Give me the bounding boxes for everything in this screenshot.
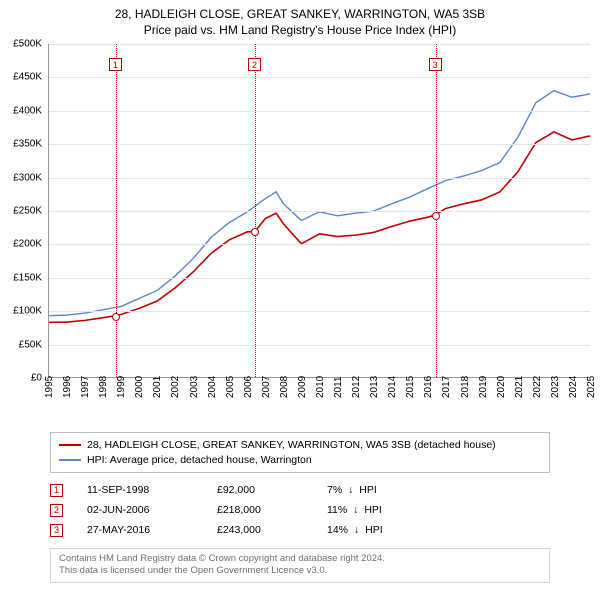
gridline	[49, 77, 590, 78]
y-tick-label: £400K	[13, 105, 42, 116]
series-hpi	[49, 91, 590, 316]
series-property	[49, 132, 590, 322]
legend-row: 28, HADLEIGH CLOSE, GREAT SANKEY, WARRIN…	[59, 438, 541, 453]
x-tick-label: 2002	[170, 376, 181, 398]
y-tick-label: £0	[31, 373, 42, 384]
marker-vline	[436, 44, 437, 377]
footer-line: Contains HM Land Registry data © Crown c…	[59, 553, 541, 565]
y-tick-label: £100K	[13, 306, 42, 317]
tx-date: 02-JUN-2006	[87, 504, 217, 516]
transaction-row: 2 02-JUN-2006£218,00011% ↓ HPI	[50, 500, 550, 520]
x-tick-label: 2019	[478, 376, 489, 398]
x-tick-label: 2012	[351, 376, 362, 398]
tx-index-box: 3	[50, 524, 63, 537]
x-tick-label: 1998	[98, 376, 109, 398]
x-tick-label: 2006	[243, 376, 254, 398]
gridline	[49, 144, 590, 145]
marker-dot	[432, 212, 440, 220]
tx-diff: 7% ↓ HPI	[327, 484, 437, 496]
x-tick-label: 2004	[207, 376, 218, 398]
y-tick-label: £300K	[13, 172, 42, 183]
y-axis-labels: £0£50K£100K£150K£200K£250K£300K£350K£400…	[0, 40, 44, 380]
title-line-1: 28, HADLEIGH CLOSE, GREAT SANKEY, WARRIN…	[0, 6, 600, 22]
x-axis-labels: 1995199619971998199920002001200220032004…	[48, 380, 590, 416]
transaction-row: 3 27-MAY-2016£243,00014% ↓ HPI	[50, 520, 550, 540]
chart-title-block: 28, HADLEIGH CLOSE, GREAT SANKEY, WARRIN…	[0, 0, 600, 38]
x-tick-label: 1996	[62, 376, 73, 398]
gridline	[49, 44, 590, 45]
x-tick-label: 2008	[279, 376, 290, 398]
footer-attribution: Contains HM Land Registry data © Crown c…	[50, 548, 550, 583]
down-arrow-icon: ↓	[354, 524, 359, 536]
y-tick-label: £500K	[13, 39, 42, 50]
x-tick-label: 2017	[441, 376, 452, 398]
gridline	[49, 311, 590, 312]
x-tick-label: 2014	[387, 376, 398, 398]
y-tick-label: £150K	[13, 272, 42, 283]
title-line-2: Price paid vs. HM Land Registry's House …	[0, 22, 600, 38]
gridline	[49, 244, 590, 245]
marker-index-box: 1	[109, 58, 122, 71]
x-tick-label: 2018	[460, 376, 471, 398]
x-tick-label: 2015	[405, 376, 416, 398]
x-tick-label: 1999	[116, 376, 127, 398]
y-tick-label: £200K	[13, 239, 42, 250]
tx-date: 11-SEP-1998	[87, 484, 217, 496]
x-tick-label: 2024	[568, 376, 579, 398]
legend-label: 28, HADLEIGH CLOSE, GREAT SANKEY, WARRIN…	[87, 438, 496, 453]
plot-region: 1 2 3	[48, 44, 590, 378]
x-tick-label: 2000	[134, 376, 145, 398]
y-tick-label: £450K	[13, 72, 42, 83]
y-tick-label: £250K	[13, 206, 42, 217]
y-tick-label: £350K	[13, 139, 42, 150]
down-arrow-icon: ↓	[348, 484, 353, 496]
legend-swatch	[59, 444, 81, 446]
down-arrow-icon: ↓	[353, 504, 358, 516]
tx-diff: 14% ↓ HPI	[327, 524, 437, 536]
x-tick-label: 1997	[80, 376, 91, 398]
x-tick-label: 1995	[44, 376, 55, 398]
x-tick-label: 2010	[315, 376, 326, 398]
gridline	[49, 345, 590, 346]
legend-label: HPI: Average price, detached house, Warr…	[87, 453, 312, 468]
x-tick-label: 2022	[532, 376, 543, 398]
x-tick-label: 2016	[423, 376, 434, 398]
tx-date: 27-MAY-2016	[87, 524, 217, 536]
x-tick-label: 2023	[550, 376, 561, 398]
x-tick-label: 2007	[261, 376, 272, 398]
x-tick-label: 2021	[514, 376, 525, 398]
x-tick-label: 2005	[225, 376, 236, 398]
tx-price: £218,000	[217, 504, 327, 516]
x-tick-label: 2020	[496, 376, 507, 398]
tx-index-box: 2	[50, 504, 63, 517]
legend-box: 28, HADLEIGH CLOSE, GREAT SANKEY, WARRIN…	[50, 432, 550, 473]
chart-area: £0 £50K £100K £150K £200K £250K £300K £350K £400…	[0, 40, 600, 420]
gridline	[49, 211, 590, 212]
footer-line: This data is licensed under the Open Gov…	[59, 565, 541, 577]
tx-price: £92,000	[217, 484, 327, 496]
y-tick-label: £50K	[19, 339, 42, 350]
marker-vline	[255, 44, 256, 377]
legend-swatch	[59, 459, 81, 461]
marker-vline	[116, 44, 117, 377]
legend-row: HPI: Average price, detached house, Warr…	[59, 453, 541, 468]
tx-price: £243,000	[217, 524, 327, 536]
x-tick-label: 2009	[297, 376, 308, 398]
transactions-table: 1 11-SEP-1998£92,0007% ↓ HPI 2 02-JUN-2006£…	[50, 480, 550, 540]
x-tick-label: 2025	[586, 376, 597, 398]
transaction-row: 1 11-SEP-1998£92,0007% ↓ HPI	[50, 480, 550, 500]
marker-dot	[112, 313, 120, 321]
x-tick-label: 2001	[152, 376, 163, 398]
marker-index-box: 3	[429, 58, 442, 71]
x-tick-label: 2003	[189, 376, 200, 398]
gridline	[49, 278, 590, 279]
marker-dot	[251, 228, 259, 236]
tx-index-box: 1	[50, 484, 63, 497]
x-tick-label: 2011	[333, 376, 344, 398]
tx-diff: 11% ↓ HPI	[327, 504, 437, 516]
x-tick-label: 2013	[369, 376, 380, 398]
marker-index-box: 2	[248, 58, 261, 71]
gridline	[49, 178, 590, 179]
gridline	[49, 111, 590, 112]
